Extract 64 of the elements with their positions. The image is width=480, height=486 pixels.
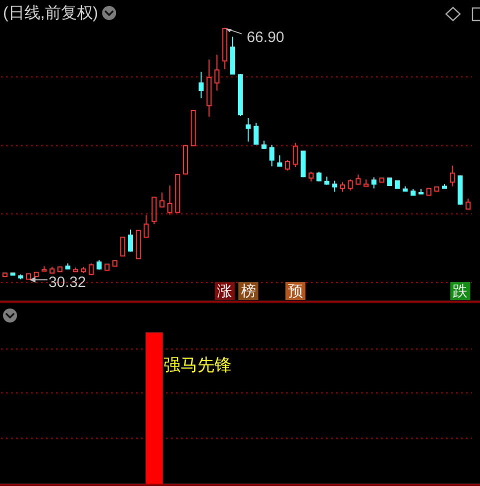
candlestick	[214, 54, 220, 91]
candlestick	[112, 260, 118, 267]
candlestick	[442, 184, 448, 189]
candlestick	[300, 150, 306, 178]
candlestick	[96, 259, 102, 270]
candlestick	[206, 58, 212, 118]
candlestick	[402, 186, 408, 192]
candlestick	[458, 174, 463, 206]
series-label: 强马先锋	[164, 355, 232, 374]
candlestick	[128, 229, 134, 252]
candlestick	[379, 177, 384, 183]
candlestick	[88, 262, 94, 276]
candlestick	[261, 140, 266, 150]
candlestick	[285, 160, 290, 171]
candlestick	[222, 27, 228, 70]
candlestick	[120, 236, 126, 256]
candlestick	[136, 230, 141, 260]
candlestick	[65, 262, 70, 270]
candlestick	[2, 272, 8, 278]
candlestick	[182, 144, 188, 176]
candlestick	[246, 118, 251, 142]
candlestick	[394, 180, 400, 189]
candlestick	[308, 171, 314, 182]
candlestick	[466, 198, 471, 210]
candlestick	[26, 273, 31, 280]
candlestick	[230, 36, 236, 74]
annotation: 30.32	[48, 274, 86, 291]
chart-title: (日线,前复权)	[3, 4, 98, 22]
candlestick	[57, 266, 62, 272]
candlestick	[418, 188, 424, 194]
candlestick	[348, 178, 353, 191]
candlestick	[104, 264, 110, 271]
candlestick	[356, 174, 361, 186]
candlestick	[73, 267, 78, 272]
candlestick	[144, 214, 149, 238]
candlestick	[364, 178, 369, 187]
candlestick	[80, 266, 86, 274]
candlestick	[175, 174, 180, 213]
candlestick	[277, 154, 282, 167]
candlestick	[426, 188, 432, 196]
candlestick	[434, 186, 440, 192]
candlestick	[238, 73, 243, 116]
candlestick	[371, 176, 376, 189]
candlestick	[50, 266, 55, 274]
candlestick	[324, 176, 330, 186]
candlestick	[34, 272, 39, 277]
candlestick	[18, 274, 24, 280]
candlestick	[159, 192, 164, 208]
candlestick	[254, 122, 259, 145]
candlestick	[410, 188, 416, 196]
candlestick	[10, 272, 16, 276]
candlestick	[387, 177, 392, 186]
candlestick	[42, 266, 47, 272]
annotation: 66.90	[246, 28, 284, 46]
candlestick	[340, 182, 345, 192]
candlestick	[167, 185, 172, 215]
candlestick	[269, 144, 274, 167]
candlestick	[152, 196, 157, 225]
candlestick	[198, 71, 204, 99]
candlestick	[316, 171, 322, 182]
candlestick	[190, 110, 196, 146]
candlestick	[450, 165, 455, 187]
candlestick	[292, 142, 298, 168]
candlestick	[332, 180, 338, 192]
